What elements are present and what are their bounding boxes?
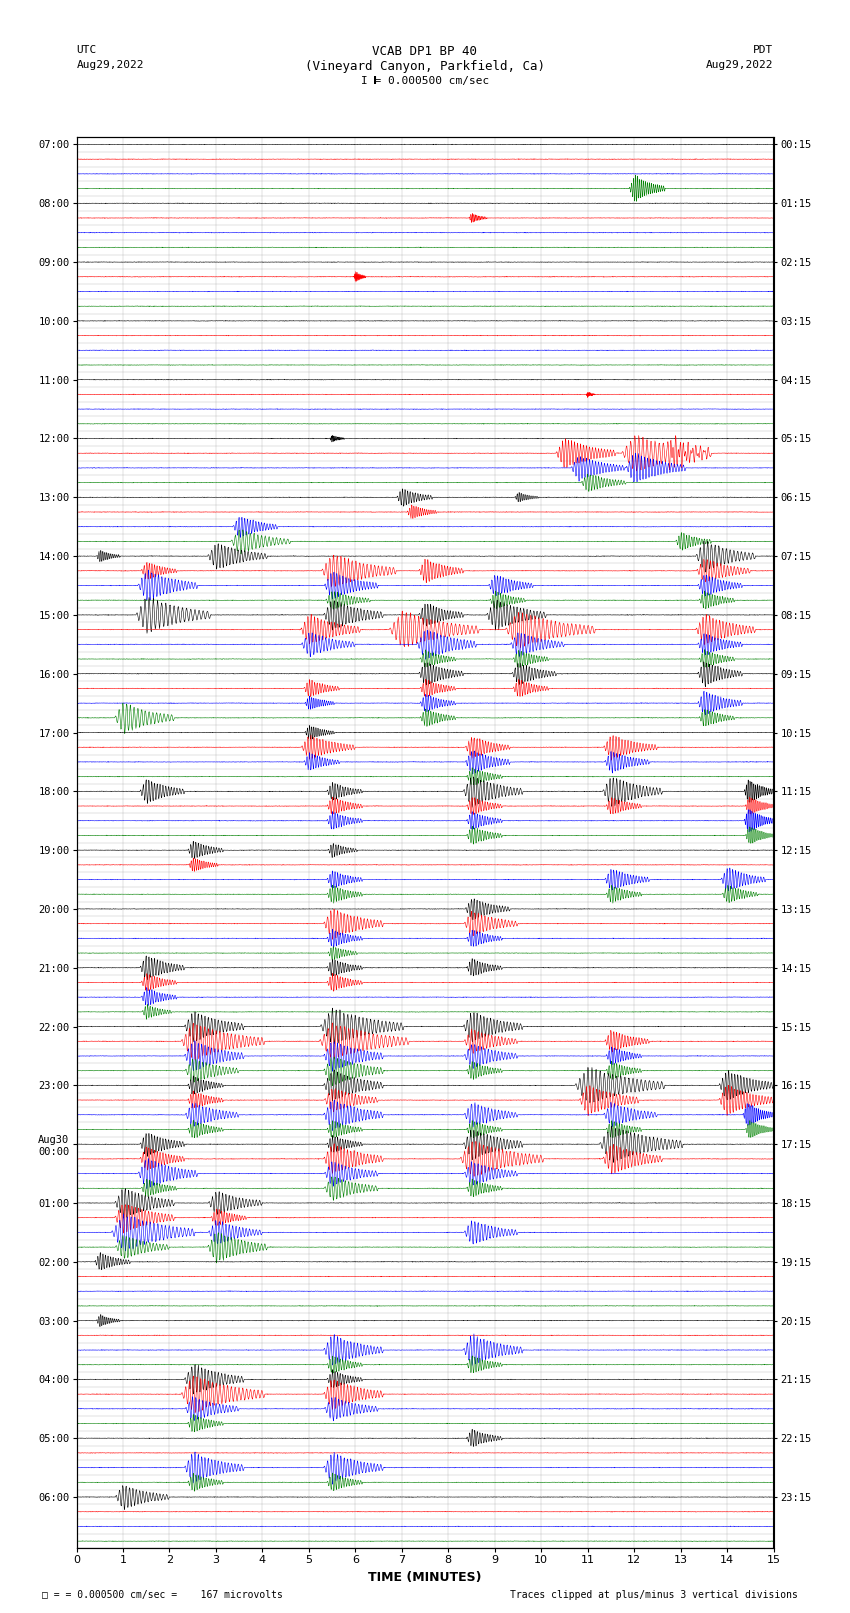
Text: VCAB DP1 BP 40: VCAB DP1 BP 40 <box>372 45 478 58</box>
Text: Aug29,2022: Aug29,2022 <box>706 60 774 69</box>
Text: Traces clipped at plus/minus 3 vertical divisions: Traces clipped at plus/minus 3 vertical … <box>510 1590 798 1600</box>
Text: (Vineyard Canyon, Parkfield, Ca): (Vineyard Canyon, Parkfield, Ca) <box>305 60 545 73</box>
Text: I = 0.000500 cm/sec: I = 0.000500 cm/sec <box>361 76 489 85</box>
Text: Aug29,2022: Aug29,2022 <box>76 60 144 69</box>
Text: □ = = 0.000500 cm/sec =    167 microvolts: □ = = 0.000500 cm/sec = 167 microvolts <box>42 1590 283 1600</box>
X-axis label: TIME (MINUTES): TIME (MINUTES) <box>368 1571 482 1584</box>
Text: PDT: PDT <box>753 45 774 55</box>
Text: UTC: UTC <box>76 45 97 55</box>
